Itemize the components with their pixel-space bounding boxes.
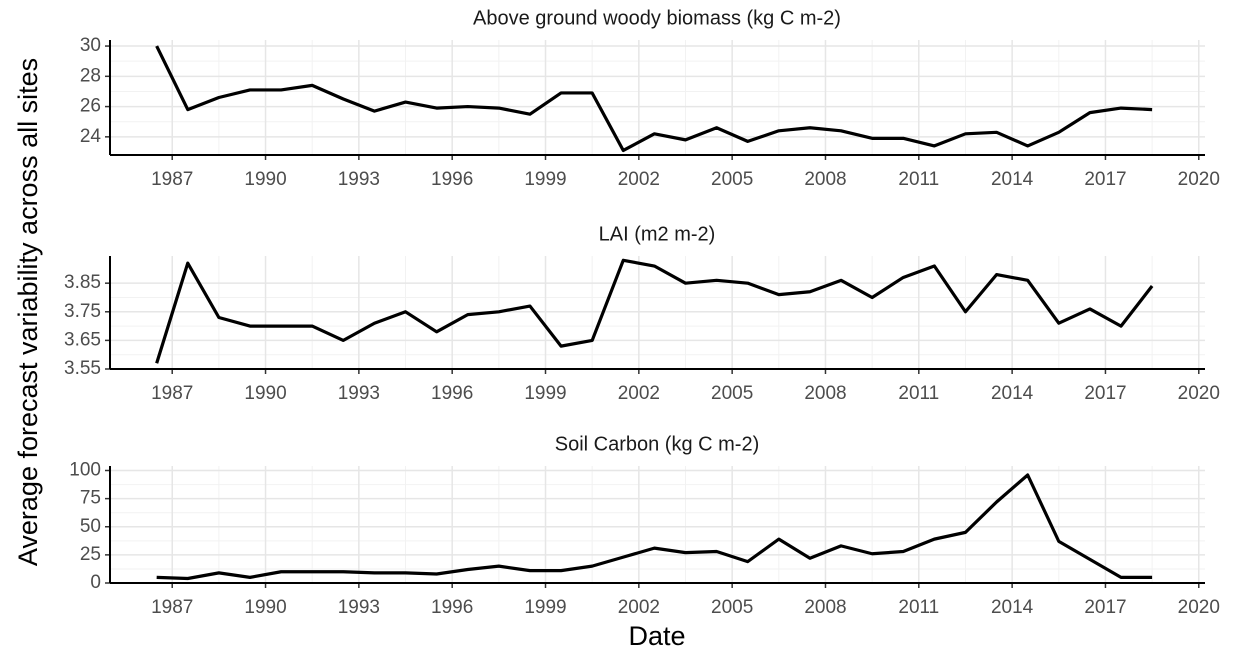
x-tick-label: 2017 bbox=[1084, 169, 1126, 190]
x-tick-label: 2020 bbox=[1178, 383, 1220, 404]
x-tick-label: 2008 bbox=[804, 383, 846, 404]
x-axis-title: Date bbox=[628, 621, 685, 651]
x-tick-label: 1990 bbox=[244, 383, 286, 404]
y-tick-label: 3.65 bbox=[64, 329, 101, 350]
y-tick-label: 24 bbox=[80, 126, 102, 147]
x-tick-label: 1990 bbox=[244, 169, 286, 190]
panel-title: LAI (m2 m-2) bbox=[599, 223, 716, 245]
x-tick-label: 2014 bbox=[991, 383, 1034, 404]
x-tick-label: 2005 bbox=[711, 597, 753, 618]
data-line bbox=[155, 258, 1154, 364]
y-axis-title: Average forecast variability across all … bbox=[13, 58, 43, 566]
x-tick-label: 2011 bbox=[898, 383, 939, 404]
y-tick-label: 30 bbox=[80, 35, 101, 56]
x-tick-label: 1987 bbox=[151, 383, 193, 404]
x-tick-label: 2002 bbox=[618, 383, 660, 404]
y-tick-label: 50 bbox=[80, 516, 101, 537]
y-tick-label: 3.85 bbox=[64, 272, 101, 293]
y-tick-label: 25 bbox=[80, 544, 101, 565]
y-tick-label: 3.75 bbox=[64, 301, 101, 322]
x-tick-label: 2008 bbox=[804, 597, 846, 618]
data-line bbox=[155, 45, 1153, 153]
x-tick-label: 2014 bbox=[991, 597, 1034, 618]
x-tick-label: 1999 bbox=[524, 383, 566, 404]
x-tick-label: 2008 bbox=[804, 169, 846, 190]
x-tick-label: 2005 bbox=[711, 169, 753, 190]
y-tick-label: 75 bbox=[80, 488, 101, 509]
x-tick-label: 2011 bbox=[898, 597, 939, 618]
panel-title: Soil Carbon (kg C m-2) bbox=[555, 433, 760, 455]
x-tick-label: 2017 bbox=[1084, 597, 1126, 618]
x-tick-label: 1999 bbox=[524, 169, 566, 190]
y-tick-label: 26 bbox=[80, 96, 101, 117]
x-tick-label: 2002 bbox=[618, 169, 660, 190]
data-line bbox=[156, 473, 1153, 581]
x-tick-label: 1996 bbox=[431, 169, 473, 190]
x-tick-label: 1999 bbox=[524, 597, 566, 618]
x-tick-label: 1993 bbox=[338, 597, 380, 618]
x-tick-label: 1987 bbox=[151, 169, 193, 190]
x-tick-label: 1993 bbox=[338, 383, 380, 404]
x-tick-label: 1987 bbox=[151, 597, 193, 618]
x-tick-label: 1990 bbox=[244, 597, 286, 618]
x-tick-label: 1996 bbox=[431, 383, 473, 404]
x-tick-label: 2002 bbox=[618, 597, 660, 618]
x-tick-label: 2011 bbox=[898, 169, 939, 190]
y-tick-label: 0 bbox=[90, 572, 101, 593]
x-tick-label: 2017 bbox=[1084, 383, 1126, 404]
y-tick-label: 28 bbox=[80, 65, 101, 86]
x-tick-label: 1993 bbox=[338, 169, 380, 190]
x-tick-label: 2020 bbox=[1178, 597, 1220, 618]
y-tick-label: 3.55 bbox=[64, 358, 101, 379]
x-tick-label: 2020 bbox=[1178, 169, 1220, 190]
x-tick-label: 1996 bbox=[431, 597, 473, 618]
panel-title: Above ground woody biomass (kg C m-2) bbox=[473, 7, 841, 29]
x-tick-label: 2005 bbox=[711, 383, 753, 404]
x-tick-label: 2014 bbox=[991, 169, 1034, 190]
y-tick-label: 100 bbox=[69, 460, 101, 481]
